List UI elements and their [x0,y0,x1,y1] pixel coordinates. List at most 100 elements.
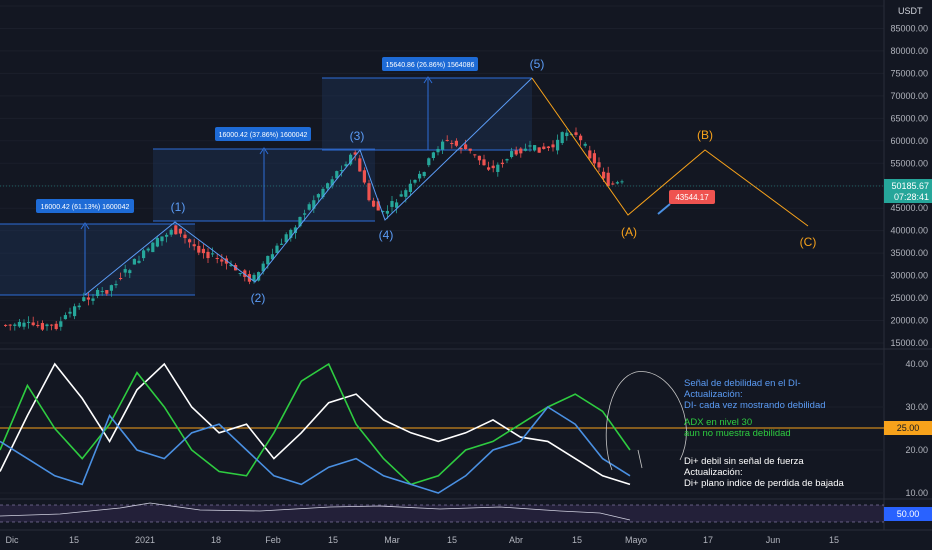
candle-body [556,139,560,151]
candle-body [537,147,541,153]
rsi-line [0,502,631,521]
note-blue-line-3: DI- cada vez mostrando debilidad [684,400,826,411]
wave-label-c: (C) [800,235,817,249]
candle-body [597,162,601,168]
time-axis: Dic 15 2021 18 Feb 15 Mar 15 Abr 15 Mayo 17 Jun 15 [6,535,840,545]
candle-body [491,165,495,169]
candle-body [114,283,118,286]
measure-box-3[interactable]: 15640.86 (26.86%) 1564086 [322,57,532,151]
candle-body [303,213,307,215]
candle-body [220,259,224,262]
candle-body [197,245,201,253]
candle-body [8,324,12,326]
price-tick-label: 25000.00 [890,293,928,303]
last-price-badge [884,179,932,203]
candle-body [261,263,265,272]
candle-body [422,172,426,177]
candle-body [454,140,458,146]
candle-body [13,324,17,326]
note-green-line-2: aun no muestra debilidad [684,428,791,439]
candle-body [441,141,445,150]
candle-body [100,291,104,293]
candle-body [487,167,491,170]
candle-body [188,239,192,243]
measure-box-2[interactable]: 16000.42 (37.86%) 1600042 [153,127,375,222]
price-tick-label: 40000.00 [890,226,928,236]
rsi-level-label: 50.00 [897,509,920,519]
price-tick-label: 35000.00 [890,248,928,258]
candle-body [45,324,49,327]
adx-level-badge [884,421,932,435]
candle-body [496,164,500,172]
candle-body [183,234,187,239]
price-tick-label: 20000.00 [890,316,928,326]
candle-body [91,298,95,301]
candle-body [560,132,564,144]
measure-box-1-arrowhead [80,222,90,230]
candle-body [372,200,376,207]
candle-body [275,245,279,254]
candle-body [68,311,72,314]
candle-body [427,158,431,166]
candle-body [257,272,261,281]
candle-body [408,183,412,192]
price-tick-label: 30000.00 [890,271,928,281]
candle-body [399,194,403,197]
candle-body [31,322,35,326]
candle-body [431,152,435,159]
candle-body [77,305,81,308]
measure-box-1-label: 16000.42 (61.13%) 1600042 [41,204,130,211]
candle-body [551,144,555,148]
candle-body [243,270,247,277]
target-label: 43544.17 [675,193,709,202]
candle-body [528,145,532,147]
candle-body [321,188,325,198]
note-white: Di+ debil sin señal de fuerza Actualizac… [684,456,844,489]
measure-box-2-arrowhead [259,147,269,155]
candle-body [109,285,113,291]
candle-body [4,324,8,326]
candle-body [146,248,150,251]
candle-body [59,321,63,327]
note-white-line-3: Di+ plano indice de perdida de bajada [684,478,844,489]
elliott-wave-correction[interactable] [531,77,809,227]
candle-body [445,139,449,141]
candle-body [160,236,164,242]
price-tick-label: 70000.00 [890,91,928,101]
wave-label-a: (A) [621,225,637,239]
last-price-label: 50185.67 [891,181,929,191]
candle-body [142,250,146,259]
candle-body [385,210,389,214]
time-tick-label: 17 [703,535,713,545]
candle-body [169,229,173,235]
candle-body [592,153,596,164]
price-tick-label: 65000.00 [890,113,928,123]
candle-body [36,324,40,327]
price-tick-label: 75000.00 [890,68,928,78]
candle-body [119,278,123,280]
candle-body [266,255,270,265]
note-green-line-1: ADX en nivel 30 [684,417,752,428]
candle-body [132,258,136,265]
candle-body [54,323,58,330]
candle-body [519,148,523,154]
wave-label-5: (5) [530,57,545,71]
candlestick-series [4,127,624,332]
wave-label-3: (3) [350,129,365,143]
elliott-wave-impulse[interactable] [84,77,533,296]
price-tick-label: 80000.00 [890,46,928,56]
candle-body [615,182,619,184]
time-tick-label: 15 [447,535,457,545]
candle-body [307,204,311,210]
candle-body [178,228,182,234]
candle-body [533,145,537,151]
measure-box-1[interactable]: 16000.42 (61.13%) 1600042 [0,199,195,296]
candle-body [284,234,288,243]
time-tick-label: 2021 [135,535,155,545]
candle-body [40,323,44,330]
candle-body [418,173,422,179]
wave-label-b: (B) [697,128,713,142]
time-tick-label: Abr [509,535,523,545]
